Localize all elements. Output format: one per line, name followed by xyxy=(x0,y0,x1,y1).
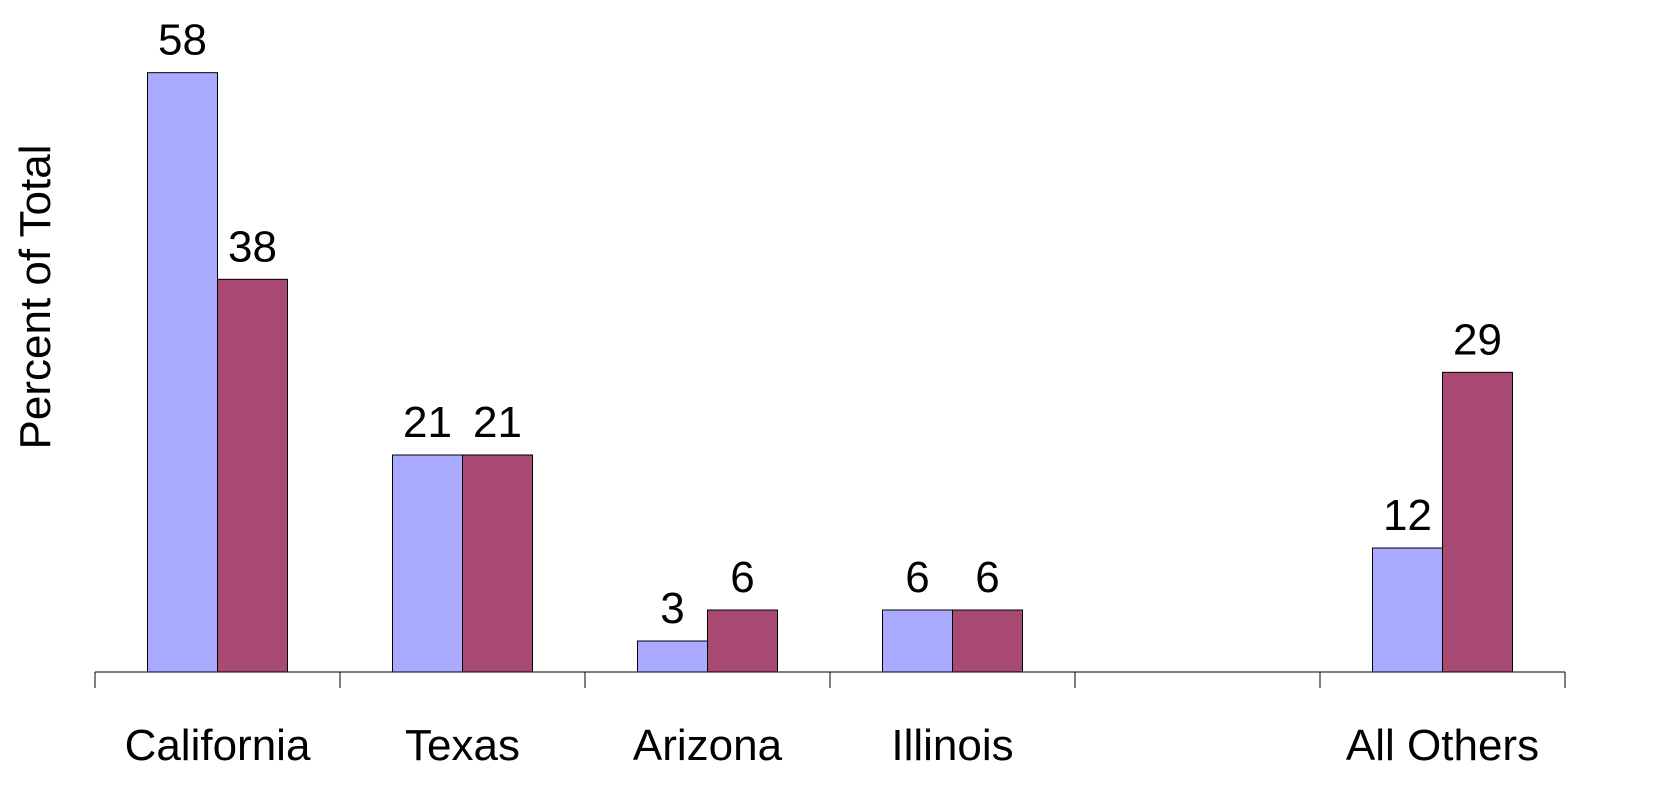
data-label: 21 xyxy=(403,398,452,447)
data-label: 12 xyxy=(1383,491,1432,540)
bar xyxy=(1372,547,1443,673)
bar xyxy=(392,454,463,673)
data-label: 21 xyxy=(473,398,522,447)
bar xyxy=(707,609,778,673)
x-tick-label: California xyxy=(125,721,311,770)
data-label: 6 xyxy=(905,553,929,602)
y-axis-label: Percent of Total xyxy=(11,145,60,450)
bar xyxy=(217,278,288,673)
bar xyxy=(147,72,218,673)
data-label: 6 xyxy=(730,553,754,602)
x-tick-label: Illinois xyxy=(891,721,1013,770)
bar xyxy=(952,609,1023,673)
bar xyxy=(882,609,953,673)
data-label: 29 xyxy=(1453,315,1502,364)
x-tick-label: All Others xyxy=(1346,721,1539,770)
data-label: 3 xyxy=(660,584,684,633)
data-label: 58 xyxy=(158,16,207,65)
bar xyxy=(462,454,533,673)
x-tick-label: Texas xyxy=(405,721,520,770)
bar xyxy=(637,640,708,673)
x-tick-label: Arizona xyxy=(633,721,783,770)
bar xyxy=(1442,371,1513,673)
data-label: 38 xyxy=(228,222,277,271)
data-label: 6 xyxy=(975,553,999,602)
